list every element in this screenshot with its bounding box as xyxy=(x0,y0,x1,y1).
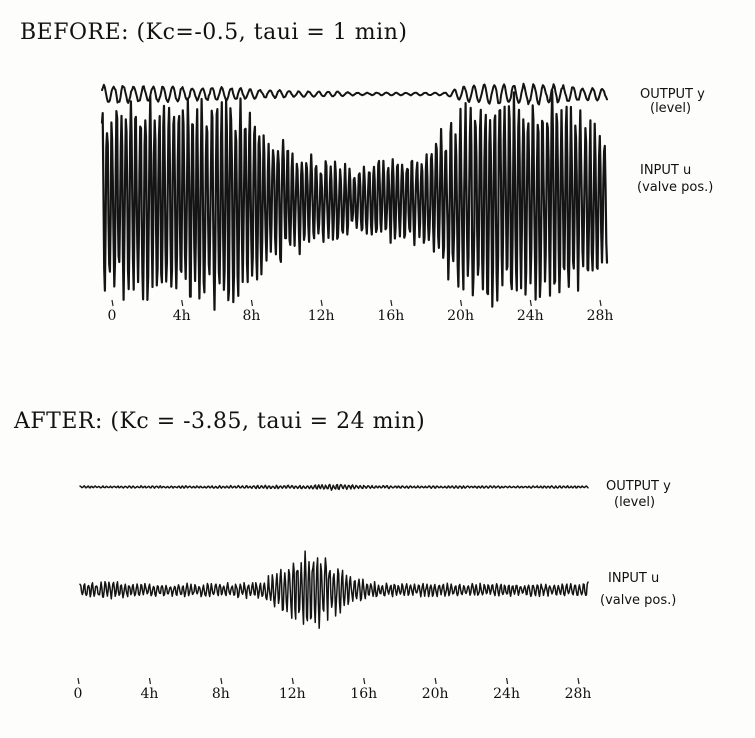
after-tick-label-4h: 4h xyxy=(140,686,158,702)
after-title: AFTER: (Kc = -3.85, taui = 24 min) xyxy=(13,409,425,434)
before-tick-16h xyxy=(390,299,393,307)
before-tick-0 xyxy=(111,299,114,307)
before-tick-4h xyxy=(181,299,184,307)
after-output-label-line2: (level) xyxy=(614,495,655,510)
after-tick-label-28h: 28h xyxy=(565,686,592,702)
before-output-label-line1: OUTPUT y xyxy=(640,87,705,102)
after-input-label-line1: INPUT u xyxy=(608,571,659,586)
before-panel: BEFORE: (Kc=-0.5, taui = 1 min) OUTPUT y… xyxy=(20,20,713,324)
before-tick-28h xyxy=(599,299,602,307)
after-tick-8h xyxy=(220,677,223,685)
after-tick-label-0: 0 xyxy=(74,686,83,702)
after-tick-label-20h: 20h xyxy=(422,686,449,702)
before-tick-12h xyxy=(320,299,323,307)
before-input-label-line1: INPUT u xyxy=(640,163,691,178)
before-output-label-line2: (level) xyxy=(650,101,691,116)
after-x-axis: 0 4h 8h 12h 16h 20h 24h 28h xyxy=(74,677,592,702)
before-input-label-line2: (valve pos.) xyxy=(637,180,713,195)
after-tick-28h xyxy=(577,677,580,685)
before-tick-label-20h: 20h xyxy=(447,308,474,324)
before-tick-24h xyxy=(529,299,532,307)
after-output-trace xyxy=(79,483,589,491)
after-tick-4h xyxy=(148,677,152,685)
before-tick-label-4h: 4h xyxy=(173,308,191,324)
before-title: BEFORE: (Kc=-0.5, taui = 1 min) xyxy=(20,20,407,45)
before-x-axis: 0 4h 8h 12h 16h 20h 24h 28h xyxy=(108,299,614,324)
after-tick-20h xyxy=(434,677,437,685)
after-tick-label-24h: 24h xyxy=(493,686,520,702)
before-output-trace xyxy=(101,82,608,106)
after-output-label-line1: OUTPUT y xyxy=(606,479,671,494)
after-tick-label-12h: 12h xyxy=(279,686,306,702)
after-tick-12h xyxy=(291,677,294,685)
before-tick-label-16h: 16h xyxy=(377,308,404,324)
before-tick-label-24h: 24h xyxy=(517,308,544,324)
before-tick-label-8h: 8h xyxy=(242,308,260,324)
before-tick-label-28h: 28h xyxy=(587,308,614,324)
after-tick-16h xyxy=(363,677,366,685)
before-tick-label-12h: 12h xyxy=(308,308,335,324)
before-tick-20h xyxy=(459,299,463,307)
after-tick-24h xyxy=(505,677,509,685)
after-tick-label-8h: 8h xyxy=(212,686,230,702)
after-panel: AFTER: (Kc = -3.85, taui = 24 min) OUTPU… xyxy=(13,409,676,702)
before-input-trace xyxy=(100,89,609,311)
before-tick-8h xyxy=(250,299,254,307)
after-tick-0 xyxy=(77,677,80,685)
after-tick-label-16h: 16h xyxy=(350,686,377,702)
after-input-trace xyxy=(79,550,589,629)
after-input-label-line2: (valve pos.) xyxy=(600,593,676,608)
before-tick-label-0: 0 xyxy=(108,308,117,324)
